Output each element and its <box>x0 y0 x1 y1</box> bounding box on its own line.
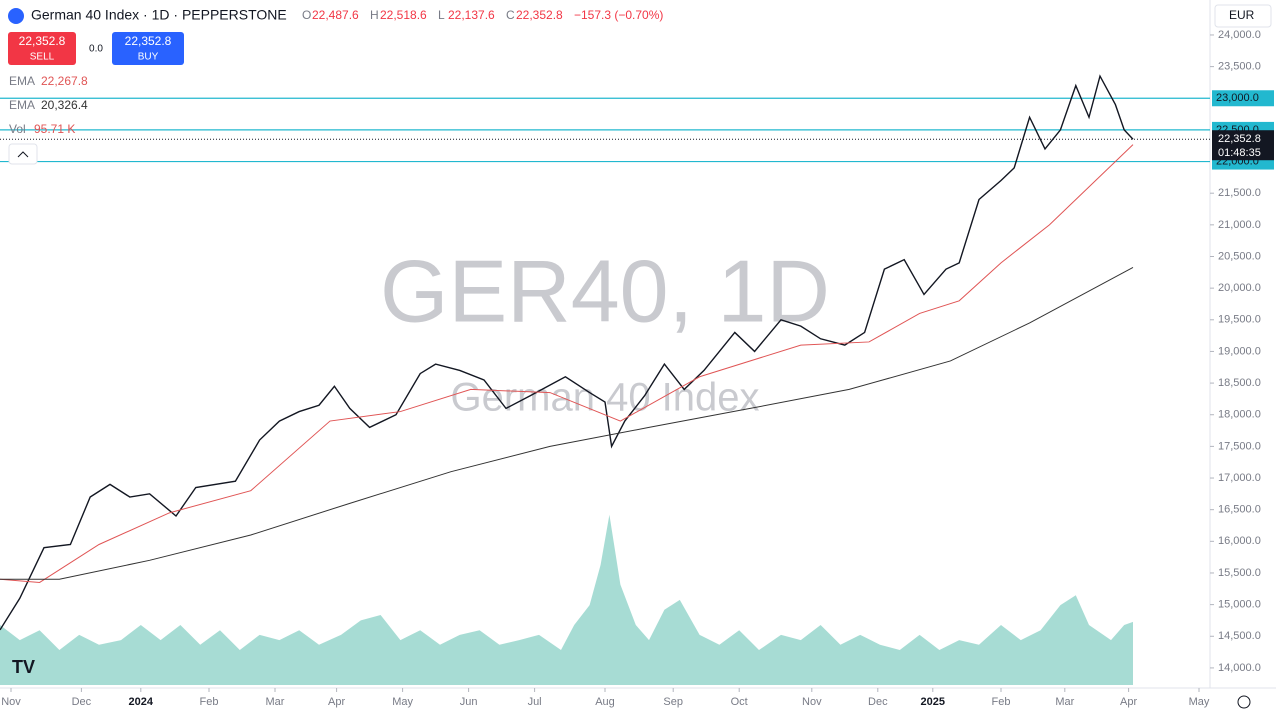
ema-value: 20,326.4 <box>41 98 88 112</box>
x-tick-label: Jun <box>460 696 478 708</box>
y-tick-label: 15,500.0 <box>1218 567 1261 579</box>
ohlc-key: C <box>506 8 515 22</box>
spread: 0.0 <box>89 44 103 55</box>
y-tick-label: 23,500.0 <box>1218 61 1261 73</box>
sell-price: 22,352.8 <box>19 34 66 48</box>
ohlc-key: L <box>438 8 445 22</box>
buy-price: 22,352.8 <box>125 34 172 48</box>
y-tick-label: 16,500.0 <box>1218 504 1261 516</box>
currency-button[interactable] <box>1214 4 1272 28</box>
last-price-label: 22,352.8 <box>1218 133 1261 145</box>
y-tick-label: 19,000.0 <box>1218 345 1261 357</box>
y-tick-label: 20,000.0 <box>1218 282 1261 294</box>
logo: TV <box>12 657 35 677</box>
y-tick-label: 18,000.0 <box>1218 409 1261 421</box>
x-tick-label: May <box>392 696 413 708</box>
level-tag <box>1212 90 1274 107</box>
y-tick-label: 17,500.0 <box>1218 440 1261 452</box>
x-tick-label: Dec <box>868 696 888 708</box>
y-tick-label: 18,500.0 <box>1218 377 1261 389</box>
y-tick-label: 16,000.0 <box>1218 535 1261 547</box>
x-tick-label: Sep <box>663 696 683 708</box>
volume-area <box>0 514 1133 685</box>
change: −157.3 (−0.70%) <box>574 8 663 22</box>
y-tick-label: 21,500.0 <box>1218 187 1261 199</box>
x-tick-label: Jul <box>528 696 542 708</box>
sell-label: SELL <box>30 52 55 63</box>
x-tick-label: Apr <box>1120 696 1137 708</box>
ema-value: 22,267.8 <box>41 74 88 88</box>
vol-label: Vol <box>9 122 26 136</box>
currency: EUR <box>1229 8 1255 22</box>
y-tick-label: 14,000.0 <box>1218 662 1261 674</box>
x-tick-label: May <box>1189 696 1210 708</box>
ema-label: EMA <box>9 98 35 112</box>
collapse-icon <box>17 151 29 158</box>
settings-icon[interactable] <box>1237 695 1251 709</box>
ema-line <box>0 267 1134 580</box>
y-tick-label: 20,500.0 <box>1218 250 1261 262</box>
watermark: GER40, 1D <box>380 241 830 340</box>
sell-button[interactable] <box>8 32 76 65</box>
ohlc-value: 22,487.6 <box>312 8 359 22</box>
ohlc-value: 22,352.8 <box>516 8 563 22</box>
watermark-sub: German 40 Index <box>450 376 759 420</box>
ema-line <box>0 144 1134 583</box>
x-tick-label: Dec <box>72 696 92 708</box>
x-tick-label: Aug <box>595 696 615 708</box>
y-tick-label: 15,000.0 <box>1218 599 1261 611</box>
x-tick-label: Mar <box>1055 696 1074 708</box>
y-tick-label: 24,000.0 <box>1218 29 1261 41</box>
last-price-tag <box>1212 130 1274 161</box>
countdown: 01:48:35 <box>1218 147 1261 159</box>
x-tick-label: Nov <box>802 696 822 708</box>
ohlc-key: H <box>370 8 379 22</box>
x-tick-label: Mar <box>266 696 285 708</box>
y-tick-label: 17,000.0 <box>1218 472 1261 484</box>
x-tick-label: 2025 <box>921 696 945 708</box>
x-tick-label: Feb <box>200 696 219 708</box>
collapse-button[interactable] <box>8 143 38 165</box>
x-tick-label: Feb <box>992 696 1011 708</box>
x-tick-label: Apr <box>328 696 345 708</box>
ohlc-value: 22,137.6 <box>448 8 495 22</box>
vol-value: 95.71 K <box>34 122 75 136</box>
ema-label: EMA <box>9 74 35 88</box>
x-tick-label: Nov <box>1 696 21 708</box>
level-label: 23,000.0 <box>1216 92 1259 104</box>
x-tick-label: Oct <box>731 696 748 708</box>
symbol-title[interactable]: German 40 Index · 1D · PEPPERSTONE <box>31 7 287 23</box>
y-tick-label: 21,000.0 <box>1218 219 1261 231</box>
symbol-icon[interactable] <box>8 8 24 24</box>
x-tick-label: 2024 <box>129 696 154 708</box>
buy-button[interactable] <box>112 32 184 65</box>
buy-label: BUY <box>138 52 159 63</box>
ohlc-value: 22,518.6 <box>380 8 427 22</box>
y-tick-label: 14,500.0 <box>1218 630 1261 642</box>
ohlc-key: O <box>302 8 311 22</box>
y-tick-label: 19,500.0 <box>1218 314 1261 326</box>
